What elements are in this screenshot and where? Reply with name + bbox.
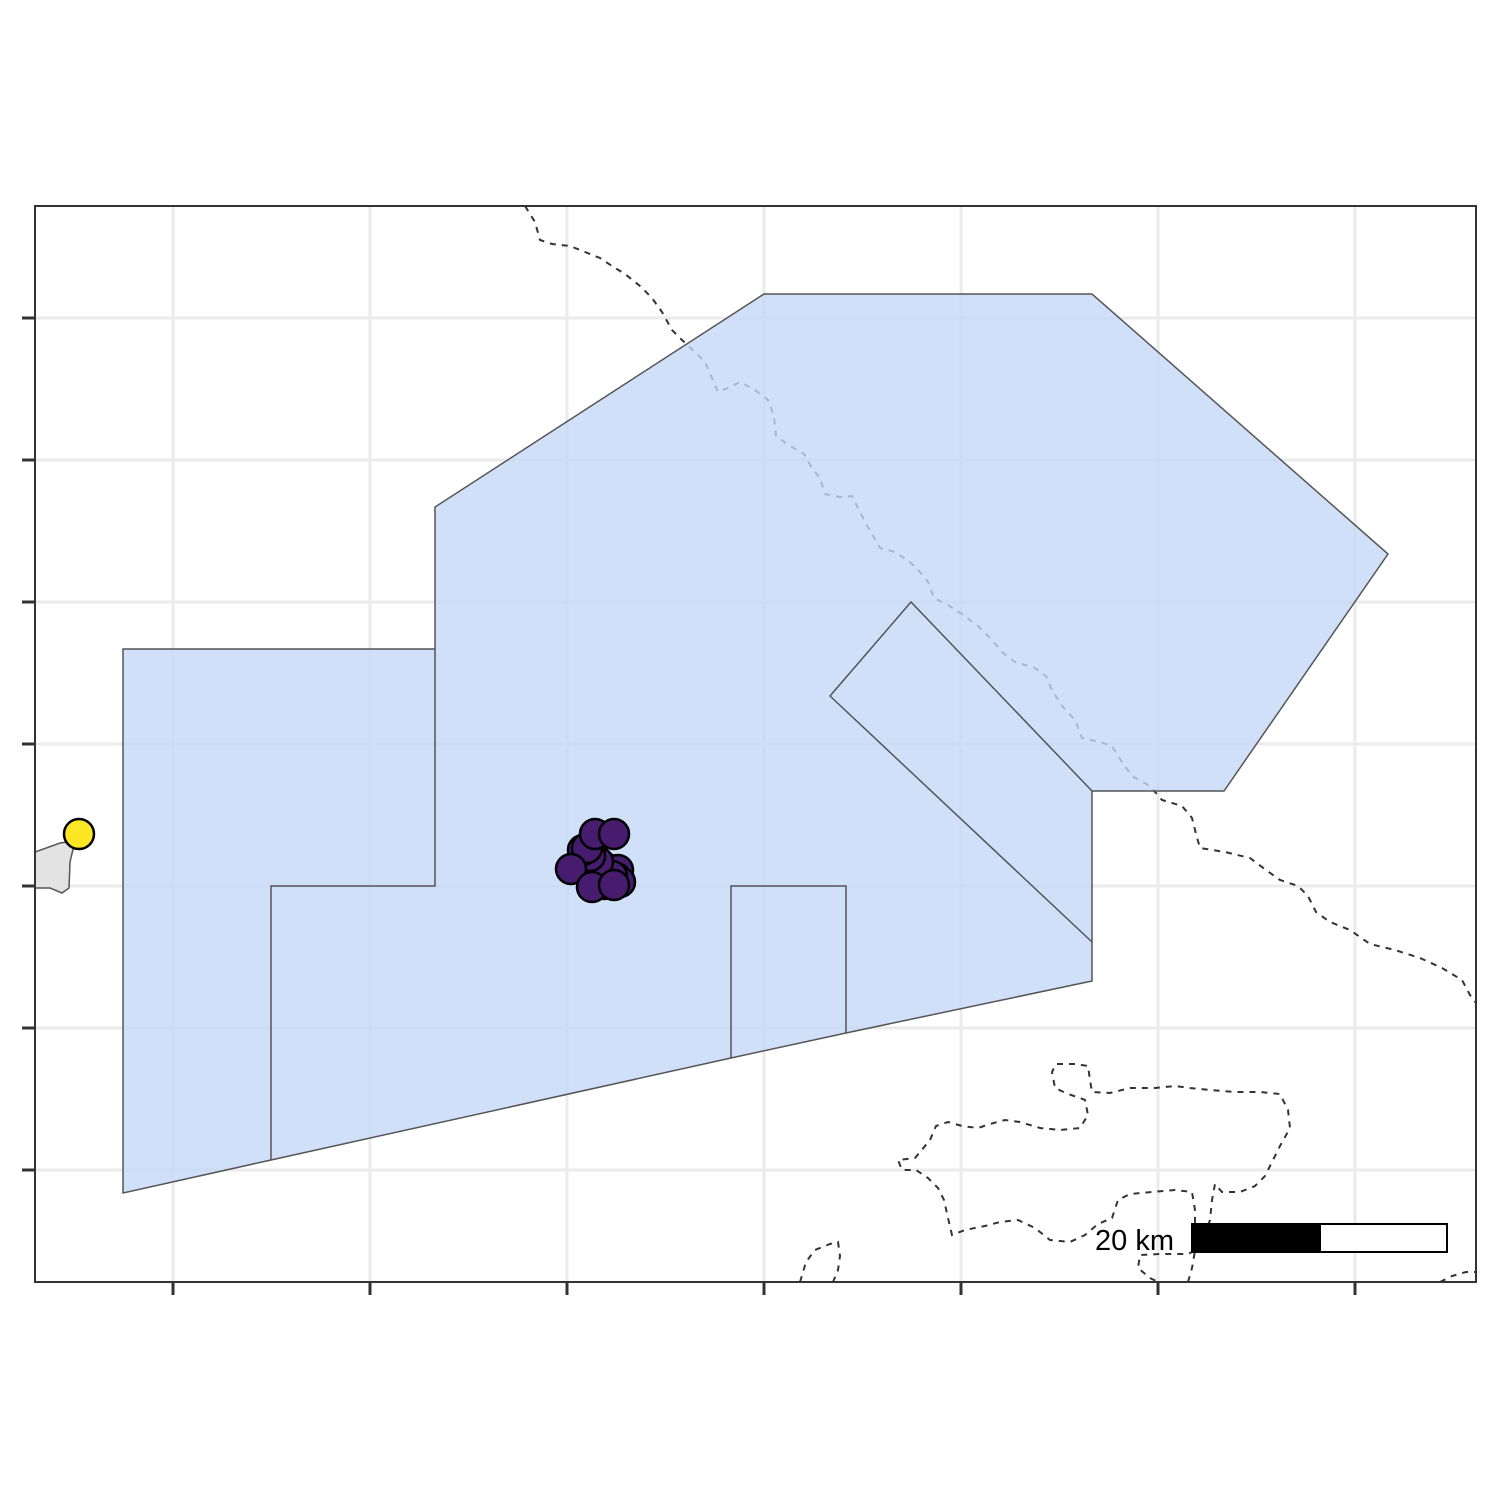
zone-block-south <box>730 885 847 1058</box>
land-area <box>35 840 76 894</box>
management-zones <box>122 293 1389 1194</box>
scale-bar-label: 20 km <box>1095 1225 1174 1257</box>
scale-bar-light-segment <box>1319 1223 1448 1253</box>
sighting-points <box>62 817 637 904</box>
scale-bar: 20 km <box>1095 1223 1448 1257</box>
coastline-south-fragment <box>799 1240 842 1282</box>
scale-bar-dark-segment <box>1191 1223 1321 1253</box>
cluster-point-16 <box>554 852 588 886</box>
cluster-point-18 <box>597 868 631 902</box>
zone-main <box>122 293 1389 1194</box>
zone-diagonal-strip <box>828 600 1093 943</box>
single-point <box>62 817 96 851</box>
cluster-point-15 <box>597 817 631 851</box>
coastline-south-island <box>896 1063 1292 1282</box>
axis-ticks <box>22 316 1357 1295</box>
zone-boundary-west <box>270 649 436 1160</box>
